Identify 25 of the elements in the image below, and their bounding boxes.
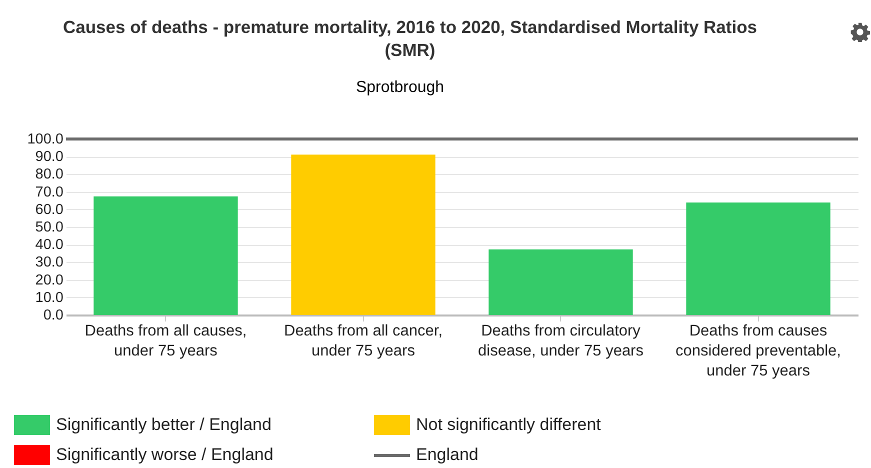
x-tick-label: Deaths from all causes, under 75 years — [84, 322, 247, 360]
bar — [291, 154, 436, 315]
bar — [686, 202, 830, 315]
legend-label: Significantly better / England — [56, 415, 272, 435]
x-tick-label: Deaths from circulatory disease, under 75 years — [478, 322, 644, 360]
legend-label: Significantly worse / England — [56, 445, 274, 465]
bar — [488, 249, 633, 315]
y-tick-label: 10.0 — [35, 290, 64, 306]
y-tick-label: 30.0 — [35, 254, 64, 271]
legend-label: Not significantly different — [416, 415, 601, 435]
y-tick-label: 80.0 — [35, 166, 64, 183]
chart-title: Causes of deaths - premature mortality, 2016 to 2020, Standardised Mortality Ratios (SMR) — [62, 16, 758, 62]
y-tick-label: 90.0 — [35, 149, 64, 166]
chart-subtitle: Sprotbrough — [354, 79, 446, 97]
y-tick-label: 0.0 — [43, 308, 64, 324]
y-tick-label: 100.0 — [27, 132, 64, 148]
y-tick-label: 40.0 — [35, 237, 64, 254]
x-tick-label: Deaths from all cancer, under 75 years — [284, 322, 443, 360]
x-tick-label: Deaths from causes considered preventable, under 75 years — [676, 322, 841, 380]
bar — [94, 196, 238, 315]
y-tick-label: 20.0 — [35, 272, 64, 288]
y-tick-label: 60.0 — [35, 202, 64, 218]
y-tick-label: 50.0 — [35, 220, 64, 236]
legend-label: England — [416, 445, 478, 465]
y-tick-label: 70.0 — [35, 184, 64, 200]
